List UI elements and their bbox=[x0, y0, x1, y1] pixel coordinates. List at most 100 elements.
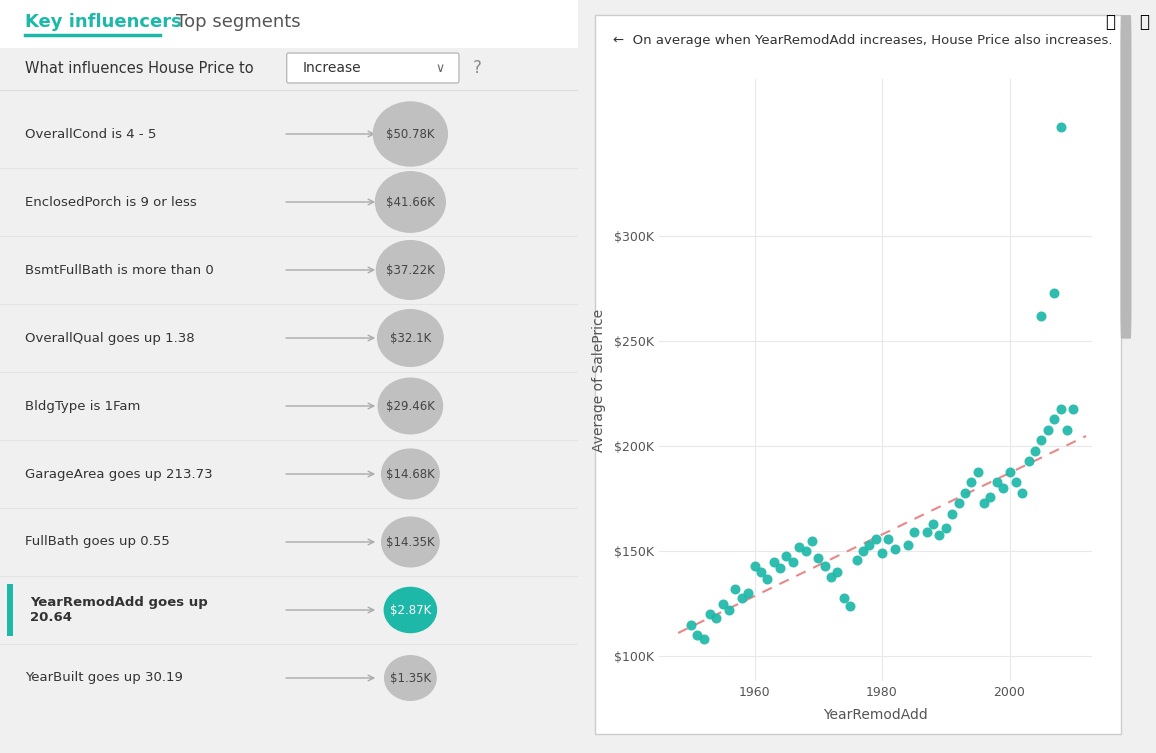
Circle shape bbox=[381, 449, 439, 499]
Point bbox=[1013, 486, 1031, 498]
Point bbox=[853, 545, 872, 557]
Text: 👎: 👎 bbox=[1140, 13, 1149, 31]
Point bbox=[847, 553, 866, 566]
Circle shape bbox=[378, 309, 443, 366]
Circle shape bbox=[381, 517, 439, 567]
Point bbox=[822, 571, 840, 583]
Text: ∨: ∨ bbox=[436, 62, 445, 75]
Y-axis label: Average of SalePrice: Average of SalePrice bbox=[592, 309, 606, 452]
Point bbox=[707, 612, 726, 624]
Point bbox=[1051, 121, 1069, 133]
Point bbox=[981, 491, 1000, 503]
Circle shape bbox=[377, 241, 444, 300]
Point bbox=[695, 633, 713, 645]
Point bbox=[898, 539, 917, 551]
Point bbox=[1058, 424, 1076, 436]
Point bbox=[918, 526, 936, 538]
Text: GarageArea goes up 213.73: GarageArea goes up 213.73 bbox=[25, 468, 213, 480]
FancyBboxPatch shape bbox=[7, 584, 13, 636]
Text: YearBuilt goes up 30.19: YearBuilt goes up 30.19 bbox=[25, 672, 184, 684]
Point bbox=[682, 619, 701, 631]
Point bbox=[949, 497, 968, 509]
Circle shape bbox=[378, 378, 443, 434]
Point bbox=[796, 545, 815, 557]
Text: $14.68K: $14.68K bbox=[386, 468, 435, 480]
FancyBboxPatch shape bbox=[287, 53, 459, 83]
Point bbox=[777, 550, 795, 562]
Point bbox=[688, 630, 706, 642]
Text: BldgType is 1Fam: BldgType is 1Fam bbox=[25, 400, 141, 413]
Point bbox=[924, 518, 942, 530]
Point bbox=[1064, 403, 1082, 415]
Text: Key influencers: Key influencers bbox=[25, 13, 183, 31]
Text: BsmtFullBath is more than 0: BsmtFullBath is more than 0 bbox=[25, 264, 214, 276]
Point bbox=[905, 526, 924, 538]
Text: FullBath goes up 0.55: FullBath goes up 0.55 bbox=[25, 535, 170, 548]
Point bbox=[931, 529, 949, 541]
Text: ?: ? bbox=[473, 59, 482, 77]
Point bbox=[962, 476, 980, 488]
Point bbox=[1000, 465, 1018, 477]
Circle shape bbox=[373, 102, 447, 166]
Point bbox=[1032, 310, 1051, 322]
Point bbox=[771, 562, 790, 574]
Text: YearRemodAdd goes up
20.64: YearRemodAdd goes up 20.64 bbox=[30, 596, 208, 624]
Point bbox=[994, 483, 1013, 495]
Point bbox=[987, 476, 1006, 488]
Point bbox=[828, 566, 846, 578]
Text: OverallQual goes up 1.38: OverallQual goes up 1.38 bbox=[25, 331, 195, 345]
Text: $32.1K: $32.1K bbox=[390, 331, 431, 345]
Point bbox=[873, 547, 891, 559]
Point bbox=[1032, 434, 1051, 446]
Point bbox=[751, 566, 770, 578]
Point bbox=[1007, 476, 1025, 488]
X-axis label: YearRemodAdd: YearRemodAdd bbox=[823, 708, 928, 721]
Point bbox=[790, 541, 808, 553]
Point bbox=[758, 572, 777, 584]
Text: $1.35K: $1.35K bbox=[390, 672, 431, 684]
Text: 👍: 👍 bbox=[1105, 13, 1114, 31]
Text: $14.35K: $14.35K bbox=[386, 535, 435, 548]
FancyBboxPatch shape bbox=[0, 0, 578, 48]
Point bbox=[1051, 403, 1069, 415]
Point bbox=[835, 592, 853, 604]
FancyBboxPatch shape bbox=[1120, 15, 1132, 339]
Point bbox=[969, 465, 987, 477]
Point bbox=[726, 583, 744, 595]
Point bbox=[701, 608, 719, 620]
Point bbox=[764, 556, 783, 568]
Point bbox=[802, 535, 821, 547]
Text: What influences House Price to: What influences House Price to bbox=[25, 60, 254, 75]
Point bbox=[1020, 455, 1038, 467]
Circle shape bbox=[385, 656, 436, 700]
Text: ←  On average when YearRemodAdd increases, House Price also increases.: ← On average when YearRemodAdd increases… bbox=[613, 34, 1112, 47]
Point bbox=[733, 592, 751, 604]
Point bbox=[1038, 424, 1057, 436]
Point bbox=[746, 560, 764, 572]
Point bbox=[880, 532, 898, 544]
Text: Top segments: Top segments bbox=[176, 13, 301, 31]
Point bbox=[720, 604, 739, 616]
Point bbox=[975, 497, 993, 509]
Point bbox=[936, 523, 955, 535]
Point bbox=[713, 598, 732, 610]
Point bbox=[1045, 413, 1064, 425]
Point bbox=[1045, 287, 1064, 299]
Point bbox=[840, 600, 859, 612]
Point bbox=[815, 560, 833, 572]
Text: $50.78K: $50.78K bbox=[386, 127, 435, 141]
Circle shape bbox=[376, 172, 445, 232]
Point bbox=[867, 532, 885, 544]
Point bbox=[784, 556, 802, 568]
Text: $37.22K: $37.22K bbox=[386, 264, 435, 276]
Point bbox=[956, 486, 975, 498]
Point bbox=[809, 552, 828, 564]
Point bbox=[885, 543, 904, 555]
Point bbox=[860, 539, 879, 551]
Point bbox=[943, 508, 962, 520]
Text: $29.46K: $29.46K bbox=[386, 400, 435, 413]
Text: $2.87K: $2.87K bbox=[390, 603, 431, 617]
Point bbox=[1025, 444, 1044, 456]
Text: Increase: Increase bbox=[303, 61, 362, 75]
Text: OverallCond is 4 - 5: OverallCond is 4 - 5 bbox=[25, 127, 157, 141]
